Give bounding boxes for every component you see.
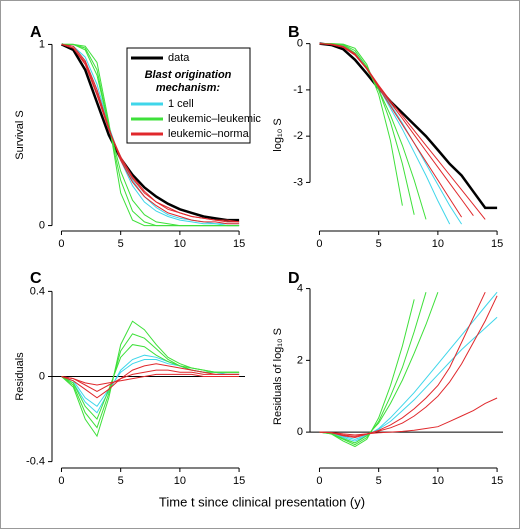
- plot-area: [60, 43, 240, 227]
- legend-title: mechanism:: [156, 82, 221, 94]
- y-axis-label: Residuals of log₁₀ S: [272, 328, 284, 425]
- model-curve: [319, 291, 498, 442]
- model-curve: [61, 363, 240, 399]
- legend-label: data: [168, 52, 190, 64]
- y-tick-label: 0: [39, 219, 45, 231]
- y-axis-label: Residuals: [14, 352, 26, 401]
- panel-label: B: [288, 24, 300, 41]
- model-curve: [61, 344, 240, 421]
- x-tick-label: 0: [58, 475, 64, 487]
- x-tick-label: 15: [491, 475, 503, 487]
- legend-label: leukemic–normal: [168, 128, 251, 140]
- y-tick-label: -2: [293, 130, 303, 142]
- legend-label: 1 cell: [168, 98, 194, 110]
- model-curve: [319, 292, 439, 444]
- y-tick-label: -0.4: [26, 456, 45, 468]
- x-tick-label: 10: [174, 475, 186, 487]
- model-curve: [61, 43, 240, 223]
- model-curve: [319, 299, 415, 448]
- x-tick-label: 0: [316, 238, 322, 250]
- x-tick-label: 5: [118, 238, 124, 250]
- panel-label: A: [30, 24, 42, 41]
- x-tick-label: 0: [58, 238, 64, 250]
- plot-area: [319, 42, 498, 225]
- y-tick-label: 1: [39, 38, 45, 50]
- legend-box: [126, 47, 251, 144]
- data-curve: [319, 42, 498, 210]
- model-curve: [319, 397, 498, 436]
- x-tick-label: 5: [376, 475, 382, 487]
- model-curve: [319, 43, 463, 218]
- model-curve: [61, 333, 240, 429]
- y-tick-label: -3: [293, 176, 303, 188]
- panel-label: D: [288, 270, 300, 287]
- model-curve: [61, 43, 240, 225]
- legend-title: Blast origination: [145, 69, 232, 81]
- y-tick-label: 0: [297, 38, 303, 50]
- model-curve: [319, 295, 498, 437]
- y-axis-label: Survival S: [14, 110, 26, 160]
- y-axis-label: log₁₀ S: [272, 118, 284, 151]
- panel-label: C: [30, 270, 42, 287]
- x-tick-label: 15: [233, 238, 245, 250]
- model-curve: [319, 43, 486, 220]
- x-tick-label: 10: [432, 238, 444, 250]
- y-tick-label: 0: [297, 426, 303, 438]
- y-tick-label: 0.4: [30, 285, 45, 297]
- x-tick-label: 5: [376, 238, 382, 250]
- model-curve: [61, 43, 240, 227]
- model-curve: [61, 43, 240, 227]
- legend-label: leukemic–leukemic: [168, 113, 261, 125]
- model-curve: [319, 43, 427, 220]
- x-tick-label: 10: [432, 475, 444, 487]
- plot-area: [319, 291, 498, 448]
- y-tick-label: 2: [297, 354, 303, 366]
- model-curve: [319, 291, 486, 439]
- x-tick-label: 5: [118, 475, 124, 487]
- model-curve: [61, 369, 240, 392]
- x-tick-label: 15: [491, 238, 503, 250]
- data-curve: [60, 43, 240, 222]
- y-tick-label: -1: [293, 84, 303, 96]
- model-curve: [61, 373, 240, 386]
- x-axis-label: Time t since clinical presentation (y): [159, 494, 365, 509]
- x-tick-label: 10: [174, 238, 186, 250]
- x-tick-label: 0: [316, 475, 322, 487]
- model-curve: [319, 316, 498, 440]
- y-tick-label: 4: [297, 282, 303, 294]
- plot-area: [61, 320, 240, 438]
- x-tick-label: 15: [233, 475, 245, 487]
- y-tick-label: 0: [39, 370, 45, 382]
